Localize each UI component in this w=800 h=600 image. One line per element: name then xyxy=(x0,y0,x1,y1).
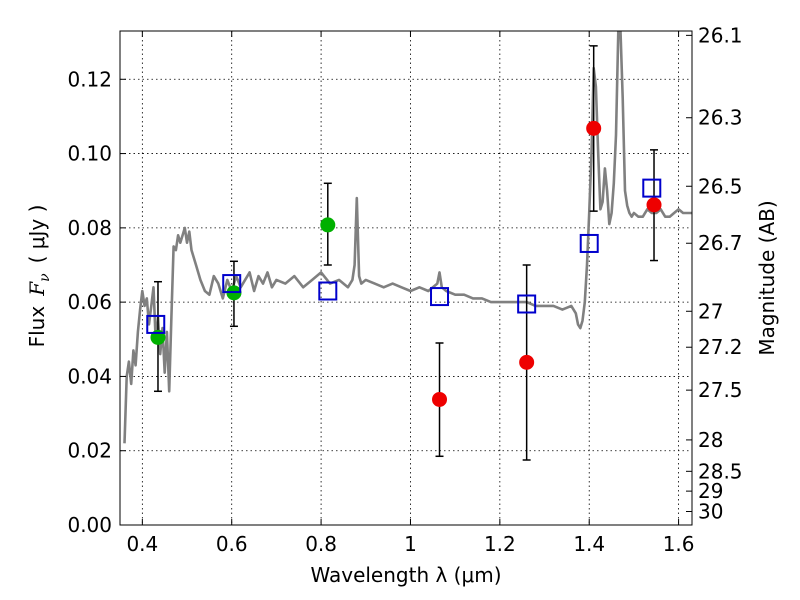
model-flux-square xyxy=(430,287,450,307)
x-tick-label: 1 xyxy=(404,532,417,556)
y-tick-label: 0.04 xyxy=(67,364,112,388)
plot-frame xyxy=(119,30,693,526)
red-data-point xyxy=(646,197,662,213)
x-tick-label: 1.4 xyxy=(573,532,605,556)
red-data-point xyxy=(432,391,448,407)
model-spectrum-line xyxy=(123,31,692,444)
model-flux-square xyxy=(318,281,338,301)
y-axis-label-symbol: F xyxy=(25,281,49,297)
y-axis-label-unit: ( μJy ) xyxy=(25,205,49,264)
y2-tick-label: 27.5 xyxy=(698,378,743,402)
axis-ticks xyxy=(120,31,692,526)
y2-tick-label: 29 xyxy=(698,479,723,503)
x-tick-label: 0.4 xyxy=(126,532,158,556)
x-tick-label: 1.6 xyxy=(663,532,695,556)
y2-tick-label: 30 xyxy=(698,500,723,524)
y2-tick-label: 28 xyxy=(698,428,723,452)
x-axis-label: Wavelength λ (μm) xyxy=(310,563,501,587)
model-flux-square xyxy=(146,314,166,334)
model-flux-square xyxy=(579,233,599,253)
x-tick-label: 0.8 xyxy=(305,532,337,556)
y-axis-label: Flux Fν ( μJy ) xyxy=(25,205,53,348)
tick-labels: 0.4 0.6 0.8 1 1.2 1.4 1.6 0.00 0.02 0.04 0.06 0.08 0… xyxy=(67,23,742,556)
y-tick-label: 0.06 xyxy=(67,290,112,314)
green-data-point xyxy=(320,217,336,233)
red-data-point xyxy=(519,354,535,370)
model-flux-square xyxy=(517,294,537,314)
y-tick-label: 0.08 xyxy=(67,216,112,240)
y2-tick-label: 28.5 xyxy=(698,459,743,483)
y-axis-label-subscript: ν xyxy=(37,273,53,282)
red-data-point xyxy=(586,120,602,136)
x-tick-label: 1.2 xyxy=(484,532,516,556)
y-tick-label: 0.00 xyxy=(67,513,112,537)
y2-axis-label: Magnitude (AB) xyxy=(755,200,779,355)
model-flux-square xyxy=(222,274,242,294)
y2-tick-label: 27 xyxy=(698,299,723,323)
x-tick-label: 0.6 xyxy=(216,532,248,556)
y-tick-label: 0.02 xyxy=(67,439,112,463)
y2-tick-label: 26.3 xyxy=(698,106,743,130)
y2-tick-label: 26.5 xyxy=(698,174,743,198)
y-tick-label: 0.10 xyxy=(67,142,112,166)
y-tick-label: 0.12 xyxy=(67,67,112,91)
y2-tick-label: 26.7 xyxy=(698,231,743,255)
plot-area xyxy=(123,31,692,461)
y2-tick-label: 27.2 xyxy=(698,335,743,359)
y-axis-label-prefix: Flux xyxy=(25,306,49,348)
grid-lines xyxy=(120,31,692,525)
y2-tick-label: 26.1 xyxy=(698,23,743,47)
model-flux-square xyxy=(642,178,662,198)
